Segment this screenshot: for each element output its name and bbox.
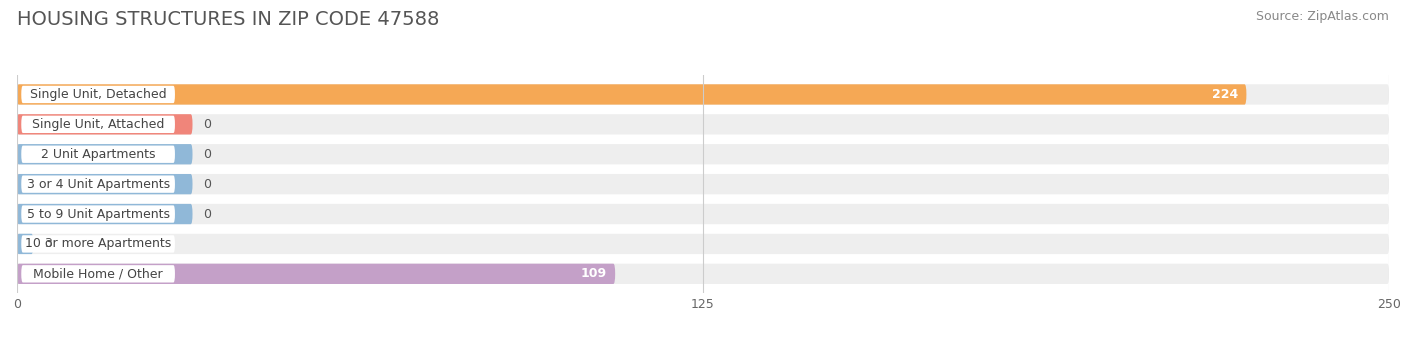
Text: Single Unit, Detached: Single Unit, Detached (30, 88, 166, 101)
Text: Mobile Home / Other: Mobile Home / Other (34, 267, 163, 280)
FancyBboxPatch shape (17, 264, 616, 284)
FancyBboxPatch shape (17, 264, 1389, 284)
FancyBboxPatch shape (17, 144, 193, 164)
FancyBboxPatch shape (21, 176, 174, 193)
Text: 0: 0 (204, 118, 211, 131)
FancyBboxPatch shape (21, 205, 174, 223)
Text: 0: 0 (204, 148, 211, 161)
Text: 2 Unit Apartments: 2 Unit Apartments (41, 148, 155, 161)
Text: 3 or 4 Unit Apartments: 3 or 4 Unit Apartments (27, 178, 170, 191)
FancyBboxPatch shape (17, 114, 193, 134)
FancyBboxPatch shape (17, 204, 1389, 224)
Text: Source: ZipAtlas.com: Source: ZipAtlas.com (1256, 10, 1389, 23)
Text: 0: 0 (204, 208, 211, 221)
FancyBboxPatch shape (17, 174, 1389, 194)
Text: 109: 109 (581, 267, 607, 280)
FancyBboxPatch shape (17, 84, 1389, 105)
Text: 224: 224 (1212, 88, 1239, 101)
Text: 0: 0 (204, 178, 211, 191)
FancyBboxPatch shape (17, 114, 1389, 134)
FancyBboxPatch shape (17, 234, 34, 254)
FancyBboxPatch shape (17, 144, 1389, 164)
Text: 3: 3 (45, 237, 52, 250)
FancyBboxPatch shape (17, 84, 1246, 105)
Text: Single Unit, Attached: Single Unit, Attached (32, 118, 165, 131)
FancyBboxPatch shape (21, 86, 174, 103)
FancyBboxPatch shape (17, 204, 193, 224)
FancyBboxPatch shape (21, 146, 174, 163)
FancyBboxPatch shape (21, 265, 174, 282)
Text: 10 or more Apartments: 10 or more Apartments (25, 237, 172, 250)
FancyBboxPatch shape (17, 174, 193, 194)
FancyBboxPatch shape (17, 234, 1389, 254)
FancyBboxPatch shape (21, 235, 174, 253)
Text: 5 to 9 Unit Apartments: 5 to 9 Unit Apartments (27, 208, 170, 221)
FancyBboxPatch shape (21, 116, 174, 133)
Text: HOUSING STRUCTURES IN ZIP CODE 47588: HOUSING STRUCTURES IN ZIP CODE 47588 (17, 10, 439, 29)
